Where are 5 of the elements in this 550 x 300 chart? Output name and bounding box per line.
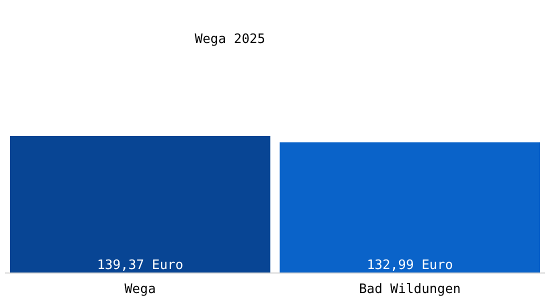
- chart-title: Wega 2025: [194, 32, 266, 47]
- data-label: 132,99 Euro: [366, 258, 453, 273]
- x-tick-label: Bad Wildungen: [358, 282, 461, 297]
- x-tick-label: Wega: [124, 282, 156, 297]
- data-label: 139,37 Euro: [97, 258, 184, 273]
